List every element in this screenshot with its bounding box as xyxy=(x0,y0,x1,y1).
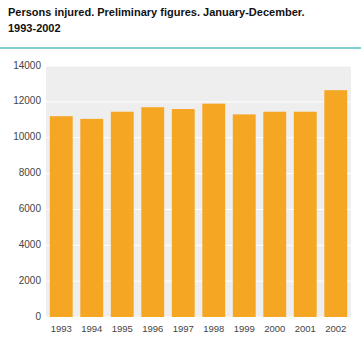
y-tick-label: 12000 xyxy=(13,95,41,106)
y-tick-label: 4000 xyxy=(19,239,42,250)
x-tick-label: 1995 xyxy=(112,323,133,334)
x-tick-label: 2001 xyxy=(295,323,316,334)
chart: Persons injured. Preliminary figures. Ja… xyxy=(0,0,361,345)
title: Persons injured. Preliminary figures. Ja… xyxy=(8,6,305,18)
bar xyxy=(202,104,225,317)
x-tick-label: 1993 xyxy=(51,323,72,334)
y-tick-label: 0 xyxy=(35,311,41,322)
x-tick-label: 1996 xyxy=(142,323,163,334)
plot-background xyxy=(46,66,351,317)
subtitle: 1993-2002 xyxy=(8,22,61,34)
bar xyxy=(233,114,256,317)
bar xyxy=(294,112,317,317)
x-tick-label: 1994 xyxy=(81,323,102,334)
y-tick-label: 10000 xyxy=(13,131,41,142)
y-tick-label: 8000 xyxy=(19,167,42,178)
separator xyxy=(0,47,361,49)
bar xyxy=(263,112,286,317)
bar xyxy=(324,90,347,317)
x-tick-label: 1997 xyxy=(173,323,194,334)
y-tick-label: 6000 xyxy=(19,203,42,214)
grid-line xyxy=(46,101,351,102)
bar xyxy=(80,119,103,317)
bar xyxy=(141,107,164,317)
bar xyxy=(50,116,73,317)
y-tick-label: 2000 xyxy=(19,275,42,286)
x-tick-label: 2000 xyxy=(264,323,285,334)
bar xyxy=(172,109,195,317)
bar xyxy=(111,112,134,317)
x-tick-label: 2002 xyxy=(325,323,346,334)
x-tick-label: 1998 xyxy=(203,323,224,334)
y-tick-label: 14000 xyxy=(13,60,41,71)
grid-line xyxy=(46,66,351,67)
x-tick-label: 1999 xyxy=(234,323,255,334)
bars xyxy=(50,90,347,317)
